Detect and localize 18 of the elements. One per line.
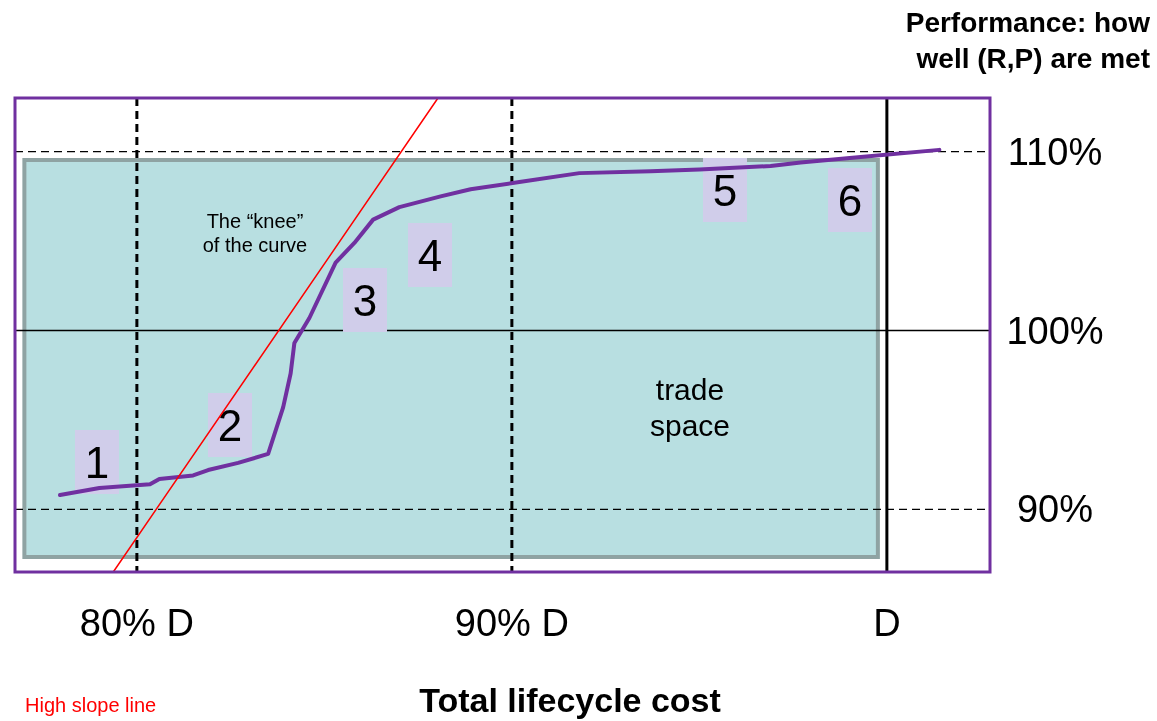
y-axis-title: Performance: how well (R,P) are met	[905, 7, 1151, 74]
y-tick-label: 90%	[1016, 488, 1094, 531]
line-series	[58, 147, 942, 498]
annotation: 3	[352, 276, 378, 325]
y-tick-label: 110%	[1007, 130, 1103, 173]
annotation: 6	[837, 176, 863, 225]
y-tick-label: 100%	[1006, 309, 1104, 352]
annotation: 5	[712, 166, 738, 215]
band-label: trade space	[649, 373, 731, 442]
annotation: 2	[217, 401, 243, 450]
x-axis-title: Total lifecycle cost	[419, 681, 721, 719]
x-tick-label: D	[873, 602, 901, 644]
x-tick-label: 90% D	[454, 602, 569, 644]
annotation: 1	[84, 438, 110, 487]
text: High slope line	[25, 694, 157, 716]
annotation: 4	[417, 231, 443, 280]
x-tick-label: 80% D	[79, 602, 194, 644]
annotation: The “knee” of the curve	[202, 210, 308, 256]
